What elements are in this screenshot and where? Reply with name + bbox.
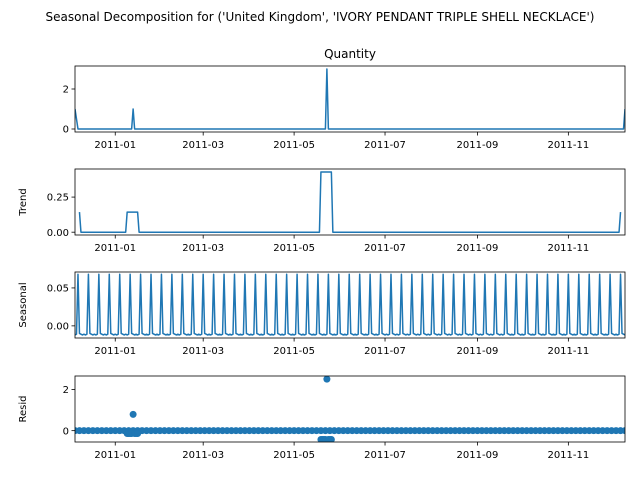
panel-frame bbox=[74, 65, 626, 133]
panel-frame bbox=[74, 375, 626, 443]
series-line bbox=[78, 171, 622, 233]
x-tick-label: 2011-07 bbox=[364, 450, 406, 461]
x-tick-label: 2011-05 bbox=[273, 450, 315, 461]
panels: 0 2 2011-01 2011-03 2011-05 2011-07 2011-09 201… bbox=[18, 47, 626, 461]
series-line bbox=[75, 68, 625, 130]
panel-data bbox=[75, 68, 625, 130]
panel-title: Quantity bbox=[324, 47, 376, 61]
panel-frame bbox=[74, 271, 626, 339]
x-tick-label: 2011-01 bbox=[94, 450, 136, 461]
x-tick-label: 2011-03 bbox=[182, 140, 224, 151]
x-tick-label: 2011-05 bbox=[273, 346, 315, 357]
y-tick-label: 0.05 bbox=[47, 284, 69, 295]
y-tick-label: 0 bbox=[63, 125, 69, 136]
x-tick-label: 2011-03 bbox=[182, 243, 224, 254]
resid-point bbox=[327, 436, 335, 442]
x-tick-label: 2011-11 bbox=[547, 346, 589, 357]
y-axis-label: Resid bbox=[18, 396, 29, 423]
panel-4: 0 2 2011-01 2011-03 2011-05 2011-07 2011-09 201… bbox=[18, 375, 626, 461]
x-tick-label: 2011-09 bbox=[457, 243, 499, 254]
x-tick-label: 2011-09 bbox=[457, 450, 499, 461]
y-tick-label: 2 bbox=[63, 85, 69, 96]
y-tick-label: 0.00 bbox=[47, 228, 69, 239]
resid-point bbox=[323, 376, 331, 383]
x-tick-label: 2011-07 bbox=[364, 243, 406, 254]
y-tick-label: 0.25 bbox=[47, 193, 69, 204]
panel-2: 0.00 0.25 2011-01 2011-03 2011-05 2011-07 2011… bbox=[18, 168, 626, 254]
series-line bbox=[75, 273, 625, 336]
panel-data bbox=[78, 171, 622, 233]
panel-3: 0.00 0.05 2011-01 2011-03 2011-05 2011-07 2011… bbox=[18, 271, 626, 357]
resid-point bbox=[129, 410, 137, 418]
x-tick-label: 2011-07 bbox=[364, 346, 406, 357]
x-tick-label: 2011-01 bbox=[94, 140, 136, 151]
x-tick-label: 2011-03 bbox=[182, 346, 224, 357]
y-axis-label: Trend bbox=[18, 188, 29, 216]
x-tick-label: 2011-05 bbox=[273, 243, 315, 254]
y-tick-label: 0 bbox=[63, 426, 69, 437]
panel-data bbox=[75, 376, 625, 442]
figure-suptitle: Seasonal Decomposition for ('United King… bbox=[46, 10, 595, 24]
y-axis-label: Seasonal bbox=[18, 282, 29, 327]
x-tick-label: 2011-05 bbox=[273, 140, 315, 151]
x-tick-label: 2011-11 bbox=[547, 450, 589, 461]
y-tick-label: 0.00 bbox=[47, 321, 69, 332]
y-tick-label: 2 bbox=[63, 385, 69, 396]
x-tick-label: 2011-09 bbox=[457, 140, 499, 151]
x-tick-label: 2011-01 bbox=[94, 346, 136, 357]
x-tick-label: 2011-07 bbox=[364, 140, 406, 151]
resid-point bbox=[134, 430, 142, 438]
panel-1: 0 2 2011-01 2011-03 2011-05 2011-07 2011-09 201… bbox=[63, 47, 626, 151]
panel-frame bbox=[74, 168, 626, 236]
x-tick-label: 2011-11 bbox=[547, 140, 589, 151]
x-tick-label: 2011-03 bbox=[182, 450, 224, 461]
resid-point bbox=[621, 427, 625, 435]
x-tick-label: 2011-11 bbox=[547, 243, 589, 254]
panel-data bbox=[75, 273, 625, 336]
x-tick-label: 2011-01 bbox=[94, 243, 136, 254]
x-tick-label: 2011-09 bbox=[457, 346, 499, 357]
